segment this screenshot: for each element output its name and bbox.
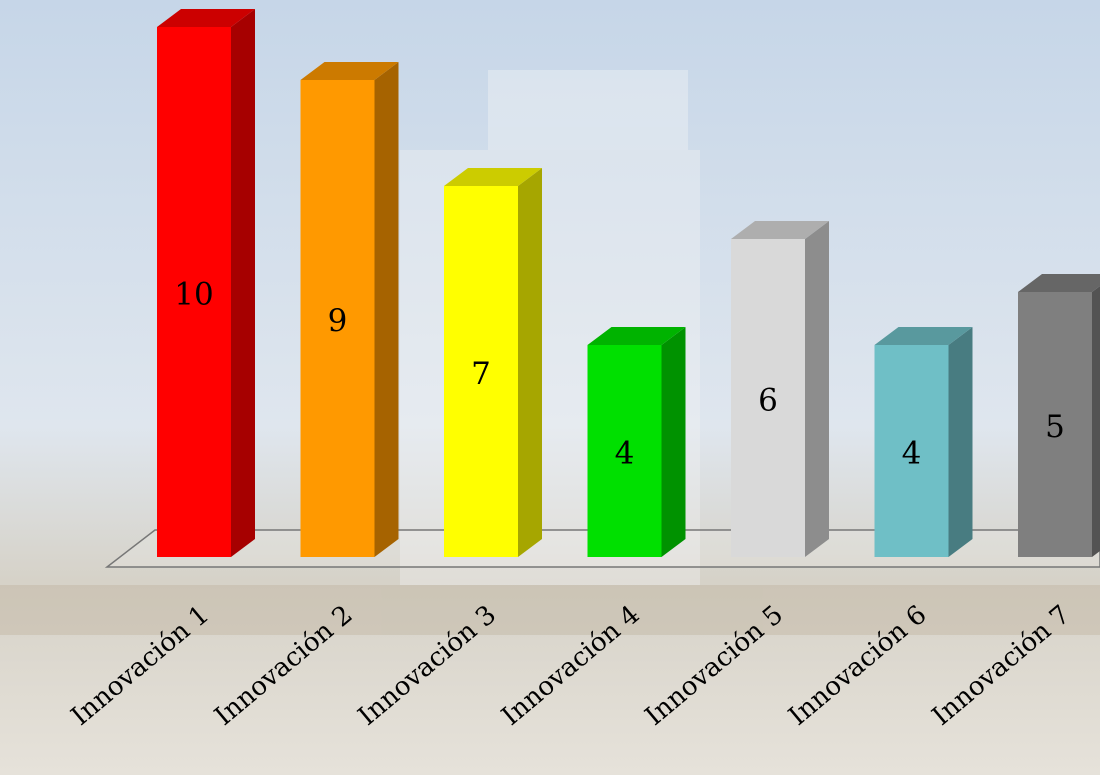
bar-top	[157, 9, 255, 27]
bar	[444, 186, 518, 557]
value-label: 7	[471, 356, 491, 392]
bar-top	[731, 221, 829, 239]
bar-side	[661, 327, 686, 557]
bar-side	[231, 9, 255, 557]
bar	[731, 239, 805, 557]
value-label: 9	[328, 303, 348, 339]
value-label: 10	[174, 277, 213, 313]
value-label: 4	[902, 436, 922, 472]
bar	[1018, 292, 1092, 557]
bar	[874, 345, 949, 557]
value-label: 5	[1045, 409, 1065, 445]
bar-side	[518, 168, 542, 557]
bar-top	[1018, 274, 1100, 292]
bar-top	[587, 327, 686, 345]
bar-top	[300, 62, 399, 80]
bar	[300, 80, 375, 557]
bar	[157, 27, 231, 557]
bar-side	[374, 62, 399, 557]
bar-side	[948, 327, 973, 557]
value-label: 6	[758, 383, 778, 419]
bar-top	[874, 327, 973, 345]
bar	[587, 345, 662, 557]
bar-top	[444, 168, 542, 186]
bar-side	[805, 221, 829, 557]
bar-side	[1092, 286, 1100, 557]
value-label: 4	[615, 436, 635, 472]
